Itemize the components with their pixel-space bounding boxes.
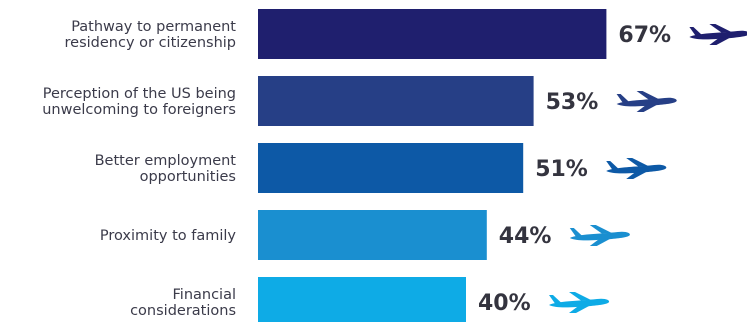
category-label-1: Pathway to permanent residency or citizen… bbox=[65, 19, 237, 51]
category-label-line: residency or citizenship bbox=[65, 35, 236, 51]
airplane-icon bbox=[689, 24, 747, 45]
category-label-4: Proximity to family bbox=[100, 228, 237, 244]
bar-3 bbox=[258, 143, 524, 193]
value-labels: 67% 53% 51% 44% 40% bbox=[478, 23, 671, 316]
category-labels: Pathway to permanent residency or citizen… bbox=[42, 19, 236, 319]
airplane-icon bbox=[569, 225, 630, 246]
category-label-5: Financial considerations bbox=[130, 287, 236, 319]
bar-1 bbox=[258, 9, 607, 59]
bar-4 bbox=[258, 210, 487, 260]
airplane-icon bbox=[616, 91, 677, 112]
category-label-line: Perception of the US being bbox=[43, 86, 236, 102]
category-label-line: Proximity to family bbox=[100, 228, 237, 244]
category-label-line: Pathway to permanent bbox=[71, 19, 236, 35]
category-label-line: Financial bbox=[173, 287, 237, 303]
category-label-line: considerations bbox=[130, 303, 236, 319]
category-label-3: Better employment opportunities bbox=[95, 153, 237, 185]
bar-2 bbox=[258, 76, 534, 126]
value-label-2: 53% bbox=[546, 90, 599, 115]
category-label-line: opportunities bbox=[140, 169, 236, 185]
category-label-2: Perception of the US being unwelcoming to… bbox=[42, 86, 236, 118]
bars bbox=[258, 9, 607, 322]
bar-5 bbox=[258, 277, 466, 322]
value-label-3: 51% bbox=[535, 157, 588, 182]
value-label-4: 44% bbox=[499, 224, 552, 249]
airplane-icon bbox=[549, 292, 610, 313]
airplane-icon bbox=[606, 158, 667, 179]
category-label-line: Better employment bbox=[95, 153, 237, 169]
value-label-5: 40% bbox=[478, 291, 531, 316]
value-label-1: 67% bbox=[618, 23, 671, 48]
category-label-line: unwelcoming to foreigners bbox=[42, 102, 236, 118]
